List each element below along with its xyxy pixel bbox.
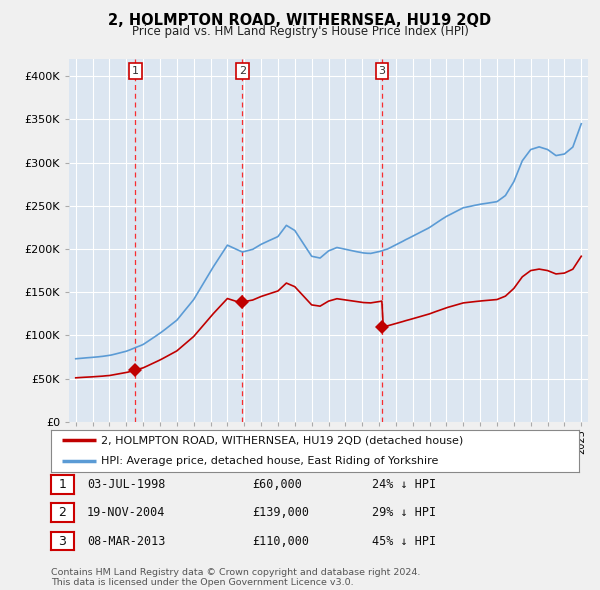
Text: 1: 1 xyxy=(132,66,139,76)
Text: 2: 2 xyxy=(239,66,246,76)
Text: 1: 1 xyxy=(58,478,67,491)
Text: £60,000: £60,000 xyxy=(252,478,302,491)
Text: 29% ↓ HPI: 29% ↓ HPI xyxy=(372,506,436,519)
Text: 3: 3 xyxy=(379,66,386,76)
Text: 03-JUL-1998: 03-JUL-1998 xyxy=(87,478,166,491)
Text: 2: 2 xyxy=(58,506,67,519)
Text: 19-NOV-2004: 19-NOV-2004 xyxy=(87,506,166,519)
Text: HPI: Average price, detached house, East Riding of Yorkshire: HPI: Average price, detached house, East… xyxy=(101,457,439,466)
Text: Contains HM Land Registry data © Crown copyright and database right 2024.
This d: Contains HM Land Registry data © Crown c… xyxy=(51,568,421,587)
Text: 08-MAR-2013: 08-MAR-2013 xyxy=(87,535,166,548)
Text: 3: 3 xyxy=(58,535,67,548)
Text: 2, HOLMPTON ROAD, WITHERNSEA, HU19 2QD: 2, HOLMPTON ROAD, WITHERNSEA, HU19 2QD xyxy=(109,13,491,28)
Text: Price paid vs. HM Land Registry's House Price Index (HPI): Price paid vs. HM Land Registry's House … xyxy=(131,25,469,38)
Text: 2, HOLMPTON ROAD, WITHERNSEA, HU19 2QD (detached house): 2, HOLMPTON ROAD, WITHERNSEA, HU19 2QD (… xyxy=(101,435,463,445)
Text: 45% ↓ HPI: 45% ↓ HPI xyxy=(372,535,436,548)
Text: 24% ↓ HPI: 24% ↓ HPI xyxy=(372,478,436,491)
Text: £139,000: £139,000 xyxy=(252,506,309,519)
Text: £110,000: £110,000 xyxy=(252,535,309,548)
